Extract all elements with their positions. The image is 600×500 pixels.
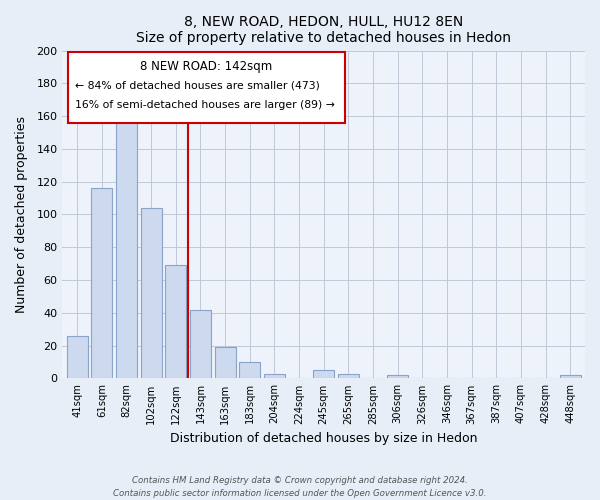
Bar: [387, 375, 408, 378]
Bar: [190, 310, 211, 378]
Bar: [239, 362, 260, 378]
Bar: [215, 348, 236, 378]
Title: 8, NEW ROAD, HEDON, HULL, HU12 8EN
Size of property relative to detached houses : 8, NEW ROAD, HEDON, HULL, HU12 8EN Size …: [136, 15, 511, 45]
Bar: [165, 266, 186, 378]
Text: ← 84% of detached houses are smaller (473): ← 84% of detached houses are smaller (47…: [76, 80, 320, 90]
Bar: [116, 110, 137, 378]
X-axis label: Distribution of detached houses by size in Hedon: Distribution of detached houses by size …: [170, 432, 478, 445]
Bar: [264, 374, 285, 378]
Bar: [91, 188, 112, 378]
Text: 8 NEW ROAD: 142sqm: 8 NEW ROAD: 142sqm: [140, 60, 272, 74]
Bar: [313, 370, 334, 378]
Bar: [140, 208, 161, 378]
Bar: [560, 375, 581, 378]
FancyBboxPatch shape: [68, 52, 344, 122]
Text: Contains HM Land Registry data © Crown copyright and database right 2024.
Contai: Contains HM Land Registry data © Crown c…: [113, 476, 487, 498]
Bar: [67, 336, 88, 378]
Y-axis label: Number of detached properties: Number of detached properties: [15, 116, 28, 313]
Text: 16% of semi-detached houses are larger (89) →: 16% of semi-detached houses are larger (…: [76, 100, 335, 110]
Bar: [338, 374, 359, 378]
